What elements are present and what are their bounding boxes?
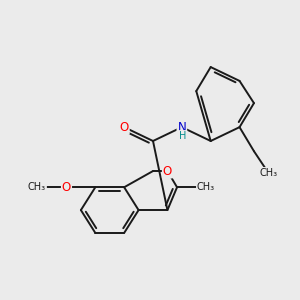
Text: O: O <box>163 164 172 178</box>
Text: H: H <box>179 130 187 141</box>
Text: CH₃: CH₃ <box>28 182 46 192</box>
Text: CH₃: CH₃ <box>197 182 215 192</box>
Text: CH₃: CH₃ <box>259 168 278 178</box>
Text: O: O <box>119 121 129 134</box>
Text: N: N <box>178 121 186 134</box>
Text: O: O <box>62 181 71 194</box>
